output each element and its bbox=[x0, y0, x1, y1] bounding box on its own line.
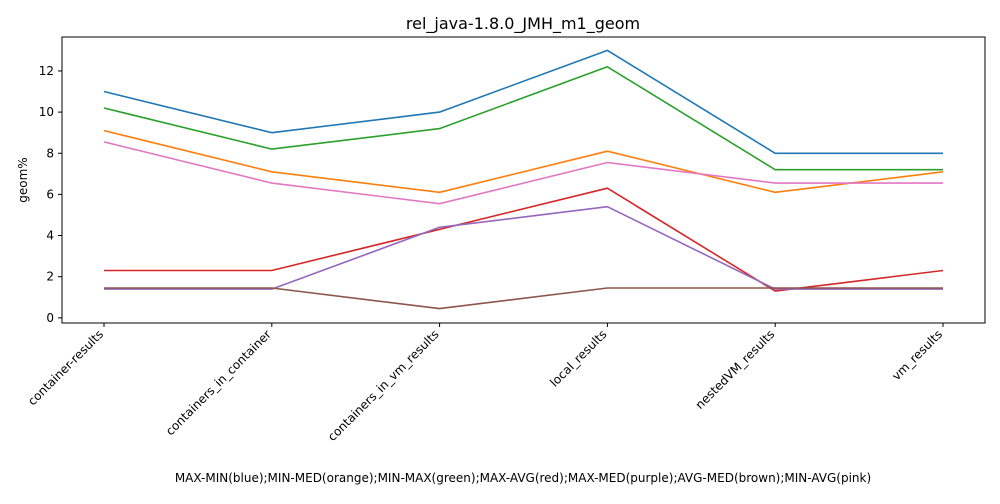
x-axis-label: MAX-MIN(blue);MIN-MED(orange);MIN-MAX(gr… bbox=[175, 471, 871, 485]
plot-frame bbox=[61, 36, 986, 324]
y-tick-label: 4 bbox=[46, 229, 54, 243]
y-axis-label: geom% bbox=[16, 157, 30, 202]
y-tick-label: 2 bbox=[46, 270, 54, 284]
y-tick-label: 6 bbox=[46, 187, 54, 201]
series-line-3 bbox=[103, 66, 943, 171]
y-tick-label: 8 bbox=[46, 146, 54, 160]
y-tick-label: 12 bbox=[39, 64, 54, 78]
x-tick-label: nestedVM_results bbox=[693, 327, 778, 412]
series-line-1 bbox=[103, 49, 943, 155]
x-tick-label: containers_in_container bbox=[163, 327, 274, 438]
series-line-7 bbox=[103, 141, 943, 205]
series-line-2 bbox=[103, 129, 944, 194]
series-line-4 bbox=[104, 187, 944, 292]
y-tick-label: 10 bbox=[39, 105, 54, 119]
series-line-5 bbox=[104, 205, 943, 290]
y-axis: 0 2 4 6 8 10 12 bbox=[39, 64, 62, 325]
chart-title: rel_java-1.8.0_JMH_m1_geom bbox=[406, 14, 640, 34]
x-axis: container-results containers_in_container… bbox=[25, 323, 945, 444]
x-tick-label: containers_in_vm_results bbox=[325, 327, 442, 444]
x-tick-label: vm_results bbox=[889, 327, 945, 383]
series-line-6 bbox=[104, 287, 943, 310]
x-tick-label: local_results bbox=[547, 327, 609, 389]
series-layer bbox=[103, 49, 944, 310]
y-tick-label: 0 bbox=[46, 311, 54, 325]
x-tick-label: container-results bbox=[25, 327, 106, 408]
